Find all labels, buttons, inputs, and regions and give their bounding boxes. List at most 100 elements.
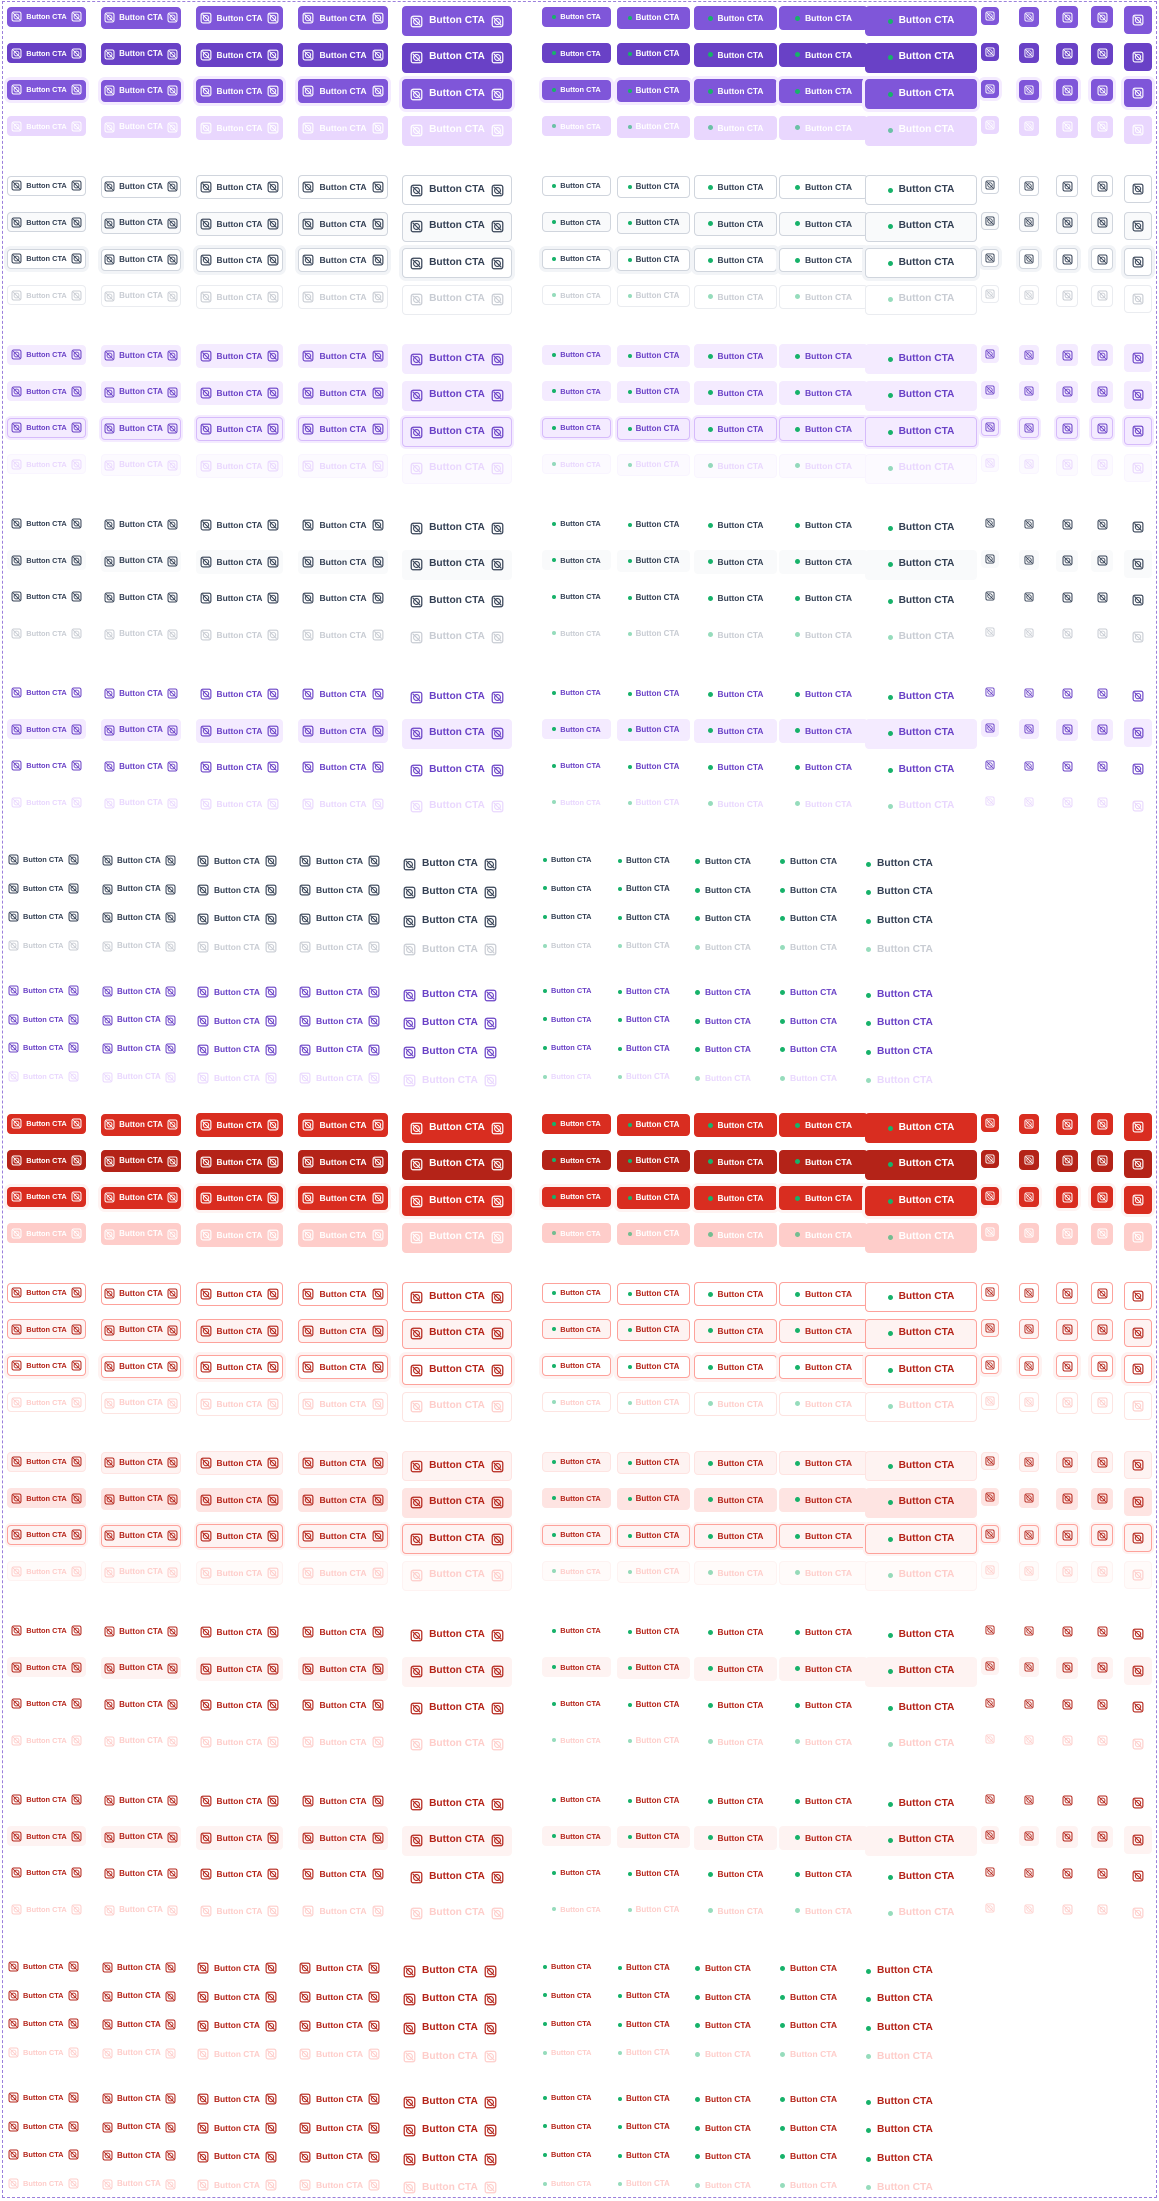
- secondary-color-disabled-2xl-button[interactable]: Button CTA: [402, 454, 512, 484]
- tertiary-color-destructive-disabled-md-dot-button[interactable]: Button CTA: [617, 1899, 690, 1921]
- tertiary-gray-destructive-hover-xl-button[interactable]: Button CTA: [298, 1657, 388, 1681]
- tertiary-gray-destructive-focused-sm-dot-button[interactable]: Button CTA: [542, 1694, 611, 1714]
- tertiary-gray-default-lg-dot-button[interactable]: Button CTA: [694, 513, 777, 537]
- secondary-gray-hover-xl-icon-button[interactable]: [1091, 212, 1113, 234]
- secondary-color-disabled-xl-icon-button[interactable]: [1091, 454, 1113, 476]
- secondary-gray-destructive-hover-xl-icon-button[interactable]: [1091, 1319, 1113, 1341]
- secondary-gray-destructive-focused-2xl-dot-button[interactable]: Button CTA: [865, 1355, 977, 1385]
- link-gray-focused-sm-button[interactable]: Button CTA: [7, 909, 69, 925]
- link-gray-destructive-hover-2xl-button[interactable]: Button CTA: [402, 1987, 484, 2013]
- secondary-gray-destructive-default-sm-icon-button[interactable]: [981, 1283, 999, 1301]
- primary-hover-sm-icon-button[interactable]: [981, 43, 999, 61]
- link-gray-focused-xl-dot-button[interactable]: Button CTA: [779, 909, 835, 929]
- link-color-destructive-hover-xl-button[interactable]: Button CTA: [298, 2118, 362, 2138]
- tertiary-color-destructive-disabled-2xl-button[interactable]: Button CTA: [402, 1899, 512, 1929]
- primary-hover-lg-button[interactable]: Button CTA: [196, 43, 283, 67]
- secondary-gray-destructive-default-2xl-dot-button[interactable]: Button CTA: [865, 1282, 977, 1312]
- primary-default-2xl-button[interactable]: Button CTA: [402, 6, 512, 36]
- secondary-gray-destructive-focused-sm-button[interactable]: Button CTA: [7, 1356, 86, 1376]
- link-color-destructive-disabled-sm-dot-button[interactable]: Button CTA: [542, 2176, 592, 2192]
- secondary-gray-destructive-disabled-md-button[interactable]: Button CTA: [101, 1392, 181, 1414]
- link-color-disabled-lg-dot-button[interactable]: Button CTA: [694, 1068, 750, 1088]
- tertiary-color-destructive-disabled-xl-button[interactable]: Button CTA: [298, 1899, 388, 1923]
- tertiary-gray-destructive-hover-sm-dot-button[interactable]: Button CTA: [542, 1657, 611, 1677]
- link-color-disabled-2xl-dot-button[interactable]: Button CTA: [865, 1068, 933, 1094]
- secondary-color-hover-xl-dot-button[interactable]: Button CTA: [779, 381, 868, 405]
- tertiary-gray-default-sm-icon-button[interactable]: [981, 514, 999, 532]
- tertiary-color-destructive-default-md-dot-button[interactable]: Button CTA: [617, 1790, 690, 1812]
- tertiary-gray-destructive-disabled-xl-icon-button[interactable]: [1091, 1730, 1113, 1752]
- tertiary-color-destructive-focused-lg-dot-button[interactable]: Button CTA: [694, 1862, 777, 1886]
- link-color-destructive-default-md-dot-button[interactable]: Button CTA: [617, 2090, 667, 2108]
- secondary-color-hover-sm-icon-button[interactable]: [981, 381, 999, 399]
- link-gray-disabled-md-dot-button[interactable]: Button CTA: [617, 937, 667, 955]
- secondary-color-hover-2xl-icon-button[interactable]: [1124, 381, 1152, 409]
- secondary-gray-destructive-focused-2xl-icon-button[interactable]: [1124, 1355, 1152, 1383]
- tertiary-gray-focused-xl-button[interactable]: Button CTA: [298, 586, 388, 610]
- tertiary-color-destructive-disabled-md-icon-button[interactable]: [1019, 1899, 1039, 1919]
- secondary-gray-destructive-disabled-xl-icon-button[interactable]: [1091, 1392, 1113, 1414]
- link-color-disabled-sm-dot-button[interactable]: Button CTA: [542, 1069, 592, 1085]
- tertiary-color-destructive-default-md-button[interactable]: Button CTA: [101, 1790, 181, 1812]
- tertiary-gray-hover-lg-button[interactable]: Button CTA: [196, 550, 283, 574]
- tertiary-gray-destructive-disabled-xl-dot-button[interactable]: Button CTA: [779, 1730, 868, 1754]
- tertiary-color-destructive-hover-md-icon-button[interactable]: [1019, 1826, 1039, 1846]
- secondary-color-default-md-button[interactable]: Button CTA: [101, 345, 181, 367]
- tertiary-gray-destructive-default-sm-icon-button[interactable]: [981, 1621, 999, 1639]
- secondary-gray-focused-2xl-button[interactable]: Button CTA: [402, 248, 512, 278]
- tertiary-color-destructive-disabled-md-button[interactable]: Button CTA: [101, 1899, 181, 1921]
- secondary-color-destructive-hover-2xl-icon-button[interactable]: [1124, 1488, 1152, 1516]
- tertiary-gray-destructive-hover-lg-icon-button[interactable]: [1056, 1657, 1078, 1679]
- secondary-gray-destructive-disabled-lg-dot-button[interactable]: Button CTA: [694, 1392, 777, 1416]
- link-color-destructive-default-md-button[interactable]: Button CTA: [101, 2090, 161, 2108]
- secondary-gray-disabled-lg-icon-button[interactable]: [1056, 285, 1078, 307]
- link-gray-default-md-button[interactable]: Button CTA: [101, 852, 161, 870]
- tertiary-color-disabled-sm-icon-button[interactable]: [981, 792, 999, 810]
- primary-focused-xl-dot-button[interactable]: Button CTA: [779, 79, 868, 103]
- primary-focused-md-icon-button[interactable]: [1019, 80, 1039, 100]
- link-color-disabled-sm-button[interactable]: Button CTA: [7, 1069, 69, 1085]
- tertiary-color-destructive-focused-md-icon-button[interactable]: [1019, 1863, 1039, 1883]
- secondary-gray-destructive-focused-md-dot-button[interactable]: Button CTA: [617, 1356, 690, 1378]
- primary-focused-2xl-dot-button[interactable]: Button CTA: [865, 79, 977, 109]
- tertiary-color-destructive-default-2xl-button[interactable]: Button CTA: [402, 1789, 512, 1819]
- secondary-color-hover-2xl-dot-button[interactable]: Button CTA: [865, 381, 977, 411]
- link-gray-focused-sm-dot-button[interactable]: Button CTA: [542, 909, 592, 925]
- tertiary-color-default-lg-button[interactable]: Button CTA: [196, 682, 283, 706]
- tertiary-gray-destructive-focused-2xl-button[interactable]: Button CTA: [402, 1693, 512, 1723]
- secondary-gray-destructive-hover-sm-button[interactable]: Button CTA: [7, 1319, 86, 1339]
- secondary-gray-default-sm-button[interactable]: Button CTA: [7, 176, 86, 196]
- primary-destructive-disabled-xl-dot-button[interactable]: Button CTA: [779, 1223, 868, 1247]
- secondary-gray-destructive-focused-lg-icon-button[interactable]: [1056, 1355, 1078, 1377]
- secondary-color-hover-lg-dot-button[interactable]: Button CTA: [694, 381, 777, 405]
- link-gray-destructive-default-lg-dot-button[interactable]: Button CTA: [694, 1958, 750, 1978]
- link-gray-disabled-2xl-dot-button[interactable]: Button CTA: [865, 937, 933, 963]
- tertiary-color-destructive-focused-md-button[interactable]: Button CTA: [101, 1863, 181, 1885]
- tertiary-color-destructive-default-lg-icon-button[interactable]: [1056, 1789, 1078, 1811]
- secondary-color-default-2xl-button[interactable]: Button CTA: [402, 344, 512, 374]
- link-gray-default-xl-button[interactable]: Button CTA: [298, 851, 362, 871]
- link-gray-destructive-disabled-sm-button[interactable]: Button CTA: [7, 2045, 69, 2061]
- link-gray-focused-xl-button[interactable]: Button CTA: [298, 909, 362, 929]
- secondary-color-destructive-default-md-icon-button[interactable]: [1019, 1452, 1039, 1472]
- tertiary-gray-default-2xl-icon-button[interactable]: [1124, 513, 1152, 541]
- secondary-color-default-xl-icon-button[interactable]: [1091, 344, 1113, 366]
- link-gray-destructive-disabled-md-dot-button[interactable]: Button CTA: [617, 2044, 667, 2062]
- tertiary-gray-default-2xl-dot-button[interactable]: Button CTA: [865, 513, 977, 543]
- primary-destructive-disabled-2xl-dot-button[interactable]: Button CTA: [865, 1223, 977, 1253]
- link-color-hover-xl-button[interactable]: Button CTA: [298, 1011, 362, 1031]
- link-gray-destructive-hover-lg-button[interactable]: Button CTA: [196, 1987, 260, 2007]
- link-color-destructive-focused-sm-button[interactable]: Button CTA: [7, 2147, 69, 2163]
- link-gray-destructive-disabled-xl-dot-button[interactable]: Button CTA: [779, 2044, 835, 2064]
- secondary-gray-destructive-disabled-sm-dot-button[interactable]: Button CTA: [542, 1392, 611, 1412]
- tertiary-color-destructive-focused-xl-button[interactable]: Button CTA: [298, 1862, 388, 1886]
- link-gray-default-sm-dot-button[interactable]: Button CTA: [542, 852, 592, 868]
- secondary-gray-disabled-lg-button[interactable]: Button CTA: [196, 285, 283, 309]
- link-color-destructive-focused-xl-button[interactable]: Button CTA: [298, 2147, 362, 2167]
- secondary-gray-default-2xl-icon-button[interactable]: [1124, 175, 1152, 203]
- secondary-gray-destructive-hover-sm-icon-button[interactable]: [981, 1319, 999, 1337]
- secondary-color-focused-2xl-dot-button[interactable]: Button CTA: [865, 417, 977, 447]
- tertiary-color-focused-xl-icon-button[interactable]: [1091, 755, 1113, 777]
- secondary-gray-disabled-md-dot-button[interactable]: Button CTA: [617, 285, 690, 307]
- tertiary-gray-destructive-focused-xl-button[interactable]: Button CTA: [298, 1693, 388, 1717]
